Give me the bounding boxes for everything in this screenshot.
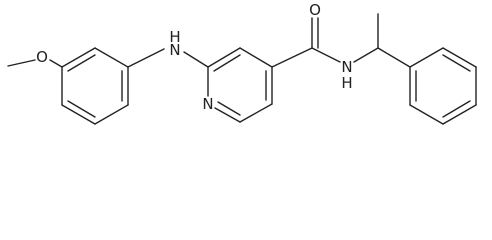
bond bbox=[311, 47, 341, 63]
bonds bbox=[7, 13, 477, 125]
structure-diagram: O H N N O N H bbox=[7, 1, 477, 125]
bond bbox=[67, 100, 96, 118]
bond bbox=[67, 54, 96, 72]
atom-label: N bbox=[341, 58, 352, 76]
bond bbox=[442, 54, 471, 72]
bond bbox=[442, 100, 471, 118]
bond bbox=[207, 47, 241, 68]
bond bbox=[409, 104, 444, 125]
atom-label: N bbox=[169, 41, 180, 59]
bond bbox=[213, 54, 241, 72]
bond bbox=[61, 104, 96, 125]
atom-label: O bbox=[36, 48, 48, 66]
bond bbox=[61, 47, 96, 68]
atom-label: N bbox=[202, 95, 213, 113]
atom-label: H bbox=[341, 74, 352, 92]
atom-label: O bbox=[309, 1, 321, 19]
bond bbox=[239, 103, 273, 123]
bond bbox=[7, 59, 36, 67]
bond bbox=[442, 47, 477, 68]
bond bbox=[94, 104, 129, 125]
bond bbox=[217, 101, 241, 116]
bond bbox=[409, 47, 444, 68]
bond bbox=[49, 59, 63, 68]
bond bbox=[183, 51, 209, 68]
atom-label: H bbox=[169, 28, 180, 46]
bond bbox=[271, 47, 313, 68]
bond bbox=[442, 104, 477, 125]
bond bbox=[377, 47, 411, 68]
bond bbox=[94, 47, 129, 68]
bond bbox=[353, 47, 379, 63]
bond bbox=[239, 47, 273, 68]
bond bbox=[127, 48, 165, 68]
bond bbox=[214, 107, 241, 123]
